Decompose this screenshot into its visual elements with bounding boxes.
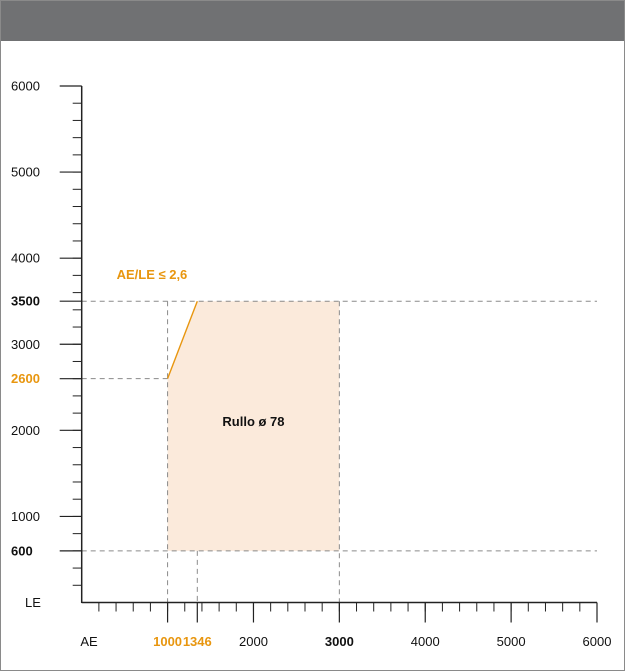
region-label: Rullo ø 78 <box>222 414 284 429</box>
x-tick-label-1346: 1346 <box>183 634 212 649</box>
y-tick-label-2600: 2600 <box>11 371 40 386</box>
x-tick-label-3000: 3000 <box>325 634 354 649</box>
x-tick-label-4000: 4000 <box>411 634 440 649</box>
y-tick-label-1000: 1000 <box>11 509 40 524</box>
constraint-label: AE/LE ≤ 2,6 <box>117 267 188 282</box>
y-tick-label-6000: 6000 <box>11 79 40 94</box>
y-tick-label-2000: 2000 <box>11 423 40 438</box>
header-bar <box>1 1 624 41</box>
y-tick-label-3500: 3500 <box>11 294 40 309</box>
x-tick-label-1000: 1000 <box>153 634 182 649</box>
x-tick-label-2000: 2000 <box>239 634 268 649</box>
x-tick-label-6000: 6000 <box>583 634 612 649</box>
x-axis-label: AE <box>80 634 98 649</box>
region-rullo <box>167 301 340 551</box>
y-tick-label-5000: 5000 <box>11 165 40 180</box>
y-tick-label-600: 600 <box>11 543 33 558</box>
y-tick-label-4000: 4000 <box>11 251 40 266</box>
constraint-line <box>166 300 198 379</box>
y-tick-label-3000: 3000 <box>11 337 40 352</box>
y-axis-label: LE <box>25 595 41 610</box>
x-tick-label-5000: 5000 <box>497 634 526 649</box>
